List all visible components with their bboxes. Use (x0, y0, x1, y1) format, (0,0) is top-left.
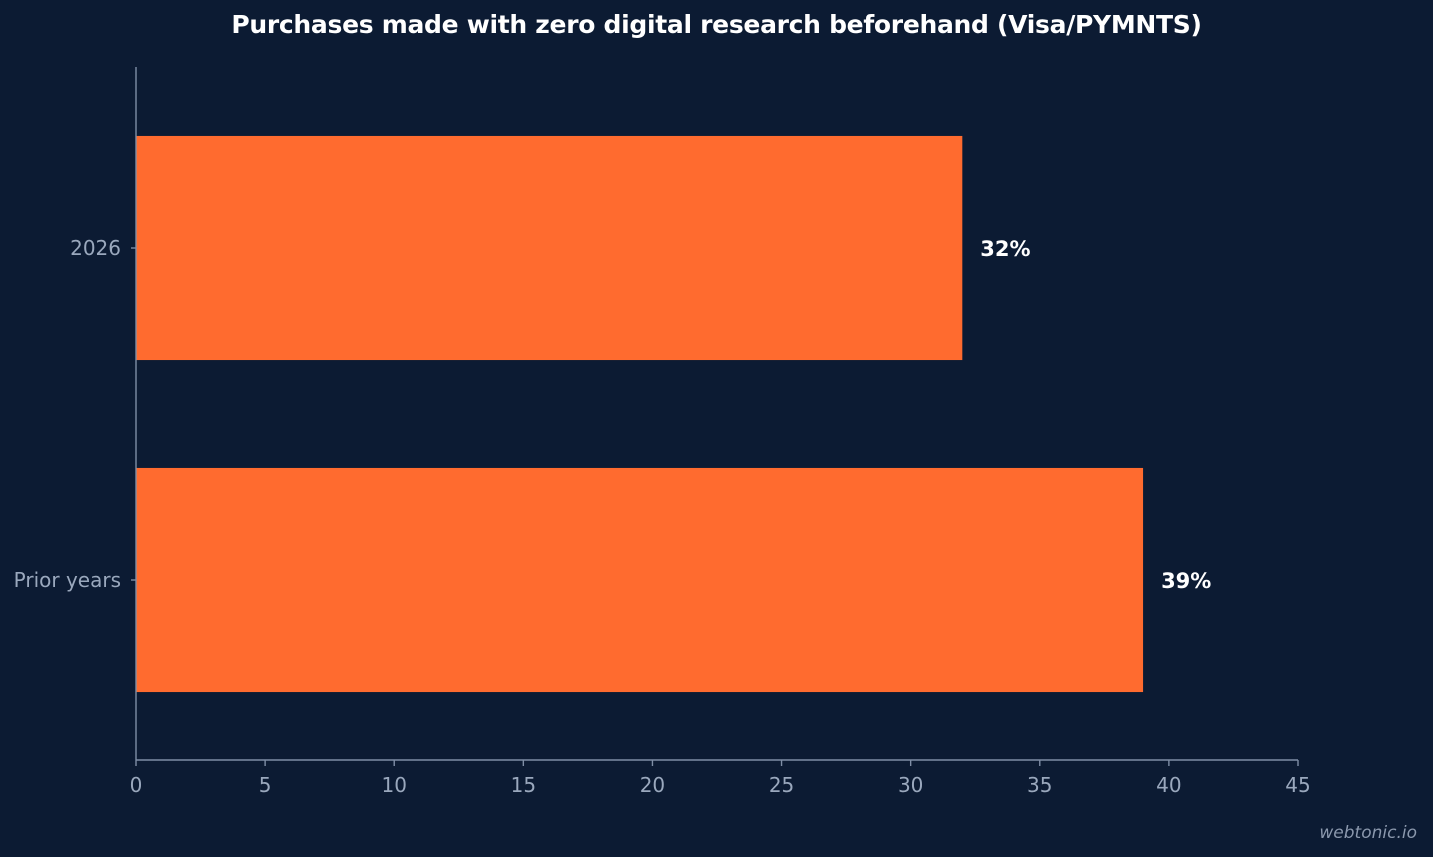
x-tick-label: 15 (511, 773, 536, 797)
x-tick-label: 30 (898, 773, 923, 797)
y-tick-label: 2026 (70, 236, 121, 260)
x-tick-label: 40 (1156, 773, 1181, 797)
axes-layer (131, 67, 1299, 766)
watermark: webtonic.io (1319, 823, 1417, 843)
x-tick-label: 25 (769, 773, 794, 797)
x-tick-label: 20 (640, 773, 665, 797)
bar-2026 (136, 135, 963, 361)
y-tick-label: Prior years (14, 568, 121, 592)
x-tick-label: 10 (381, 773, 406, 797)
x-tick-label: 0 (130, 773, 143, 797)
x-tick-label: 45 (1285, 773, 1310, 797)
x-tick-label: 5 (259, 773, 272, 797)
labels-layer: 32% 2026 39% Prior years 0 5 10 15 20 25 30 35 40 45 (14, 236, 1311, 797)
chart-title: Purchases made with zero digital researc… (231, 10, 1202, 39)
bars-layer (136, 135, 1144, 693)
bar-prior-years (136, 467, 1144, 693)
data-label: 39% (1161, 569, 1211, 593)
data-label: 32% (980, 237, 1030, 261)
x-tick-label: 35 (1027, 773, 1052, 797)
